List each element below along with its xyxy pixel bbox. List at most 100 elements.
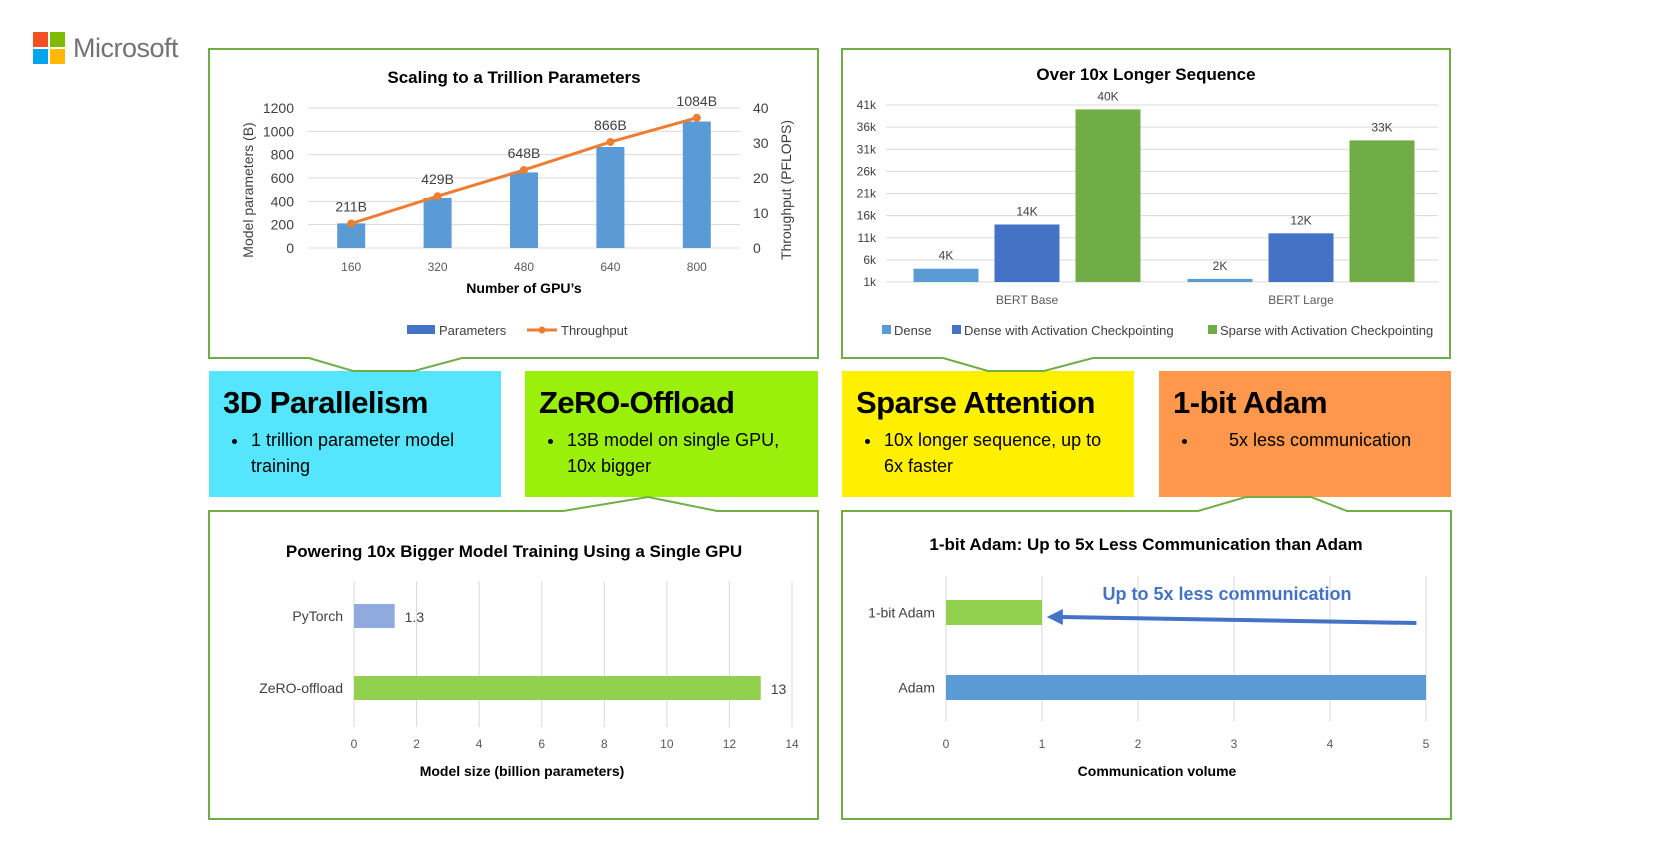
bar: [354, 604, 395, 628]
tile-bullet: 5x less communication: [1199, 427, 1437, 453]
y-tick-label: 0: [286, 240, 294, 256]
bar-parameters: [423, 197, 452, 248]
data-label: 12K: [1290, 213, 1311, 227]
chart-offload: 0 2 4 6 8 10 12 14 PyTorch 1.3 ZeRO-offload 13: [259, 581, 799, 751]
point-throughput: [606, 137, 615, 146]
data-label: 40K: [1097, 89, 1118, 103]
legend-marker: [538, 326, 546, 334]
x-axis-title: Number of GPU’s: [466, 280, 582, 296]
chart-1bit-adam: 0 1 2 3 4 5 1-bit Adam Adam: [868, 576, 1430, 751]
x-tick-label: BERT Large: [1268, 293, 1334, 307]
bar: [994, 224, 1060, 282]
x-tick-label: 800: [687, 260, 707, 274]
y-tick-label: 1k: [863, 275, 877, 289]
chart-title: Over 10x Longer Sequence: [1036, 65, 1255, 84]
x-tick-label: 8: [601, 737, 608, 751]
y-tick-label: 11k: [858, 231, 877, 245]
legend-label: Sparse with Activation Checkpointing: [1220, 323, 1433, 338]
tile-title: ZeRO-Offload: [539, 385, 735, 420]
arrow-left-icon: [1046, 609, 1063, 625]
y-tick-label: 1200: [263, 100, 294, 116]
x-tick-label: 10: [660, 737, 674, 751]
y-tick-label: 200: [271, 217, 295, 233]
bar: [354, 676, 761, 700]
tile-title: Sparse Attention: [856, 385, 1095, 420]
bar: [946, 600, 1042, 625]
y-tick-label: 800: [271, 147, 295, 163]
x-tick-label: 5: [1423, 737, 1430, 751]
data-label: 648B: [508, 145, 541, 161]
x-tick-label: 2: [413, 737, 420, 751]
bar-parameters: [510, 172, 538, 248]
y-category-label: PyTorch: [292, 608, 343, 624]
y-tick-label: 21k: [857, 187, 877, 201]
y-tick-label: 400: [271, 193, 295, 209]
data-label: 14K: [1016, 204, 1037, 218]
chart-title: 1-bit Adam: Up to 5x Less Communication …: [929, 535, 1362, 554]
callout-border-adam: [841, 496, 1452, 820]
x-tick-label: 3: [1231, 737, 1238, 751]
y-category-label: ZeRO-offload: [259, 680, 343, 696]
x-tick-label: 14: [785, 737, 799, 751]
y-axis-title: Model parameters (B): [240, 122, 256, 257]
legend-label: Dense: [894, 323, 932, 338]
data-label: 4K: [939, 249, 954, 263]
point-throughput: [520, 165, 528, 174]
legend-swatch: [952, 325, 961, 334]
x-axis-title: Communication volume: [1078, 763, 1237, 779]
tile-title: 3D Parallelism: [223, 385, 428, 420]
x-tick-label: 480: [514, 260, 534, 274]
y-tick-label: 36k: [857, 120, 877, 134]
data-label: 1.3: [405, 609, 425, 625]
bar-parameters: [596, 146, 625, 248]
tile-3d-parallelism: 3D Parallelism 1 trillion parameter mode…: [209, 371, 501, 497]
bar: [1187, 278, 1253, 282]
y2-tick-label: 20: [753, 170, 769, 186]
x-tick-label: BERT Base: [996, 293, 1059, 307]
x-tick-label: 12: [723, 737, 737, 751]
tile-1bit-adam: 1-bit Adam 5x less communication: [1159, 371, 1451, 497]
annotation-arrow-line: [1060, 615, 1417, 625]
chart-sequence: 1k 6k 11k 16k 21k 26k 31k 36k 41k BERT Base 4K 14K 4…: [857, 89, 1438, 338]
tile-bullet: 1 trillion parameter model training: [249, 427, 487, 479]
x-tick-label: 4: [1327, 737, 1334, 751]
tile-title: 1-bit Adam: [1173, 385, 1328, 420]
tile-sparse-attention: Sparse Attention 10x longer sequence, up…: [842, 371, 1134, 497]
legend-label: Parameters: [439, 323, 507, 338]
callout-borders: [208, 48, 1452, 820]
data-label: 33K: [1371, 120, 1392, 134]
y-category-label: 1-bit Adam: [868, 605, 935, 621]
y-tick-label: 31k: [857, 142, 877, 156]
data-label: 211B: [335, 199, 367, 215]
y-tick-label: 600: [271, 170, 295, 186]
x-tick-label: 1: [1039, 737, 1046, 751]
y2-tick-label: 0: [753, 240, 761, 256]
data-label: 866B: [594, 117, 627, 133]
x-tick-label: 640: [600, 260, 620, 274]
microsoft-logo-icon: [33, 32, 65, 64]
bar: [1075, 109, 1141, 282]
y-category-label: Adam: [898, 680, 935, 696]
y2-tick-label: 10: [753, 205, 769, 221]
x-tick-label: 4: [476, 737, 483, 751]
bar: [913, 268, 979, 282]
callout-border-scaling: [208, 48, 819, 372]
callout-border-offload: [208, 495, 819, 820]
bar: [1268, 233, 1334, 282]
legend-swatch: [1208, 325, 1217, 334]
y2-tick-label: 40: [753, 100, 769, 116]
bar: [1349, 140, 1415, 282]
tile-zero-offload: ZeRO-Offload 13B model on single GPU, 10…: [525, 371, 818, 497]
x-tick-label: 2: [1135, 737, 1142, 751]
callout-border-sequence: [841, 48, 1451, 372]
chart-scaling: 0 200 400 600 800 1000 1200 0 10 20 30 40 160 320 480 6…: [263, 93, 769, 338]
logo-text: Microsoft: [73, 32, 179, 63]
x-tick-label: 160: [341, 260, 361, 274]
legend-swatch-parameters: [407, 325, 435, 334]
bar-parameters: [682, 121, 711, 248]
legend-swatch: [882, 325, 891, 334]
data-label: 1084B: [677, 93, 717, 109]
annotation-text: Up to 5x less communication: [1102, 584, 1351, 604]
data-label: 2K: [1213, 259, 1228, 273]
tile-bullet: 10x longer sequence, up to 6x faster: [882, 427, 1120, 479]
